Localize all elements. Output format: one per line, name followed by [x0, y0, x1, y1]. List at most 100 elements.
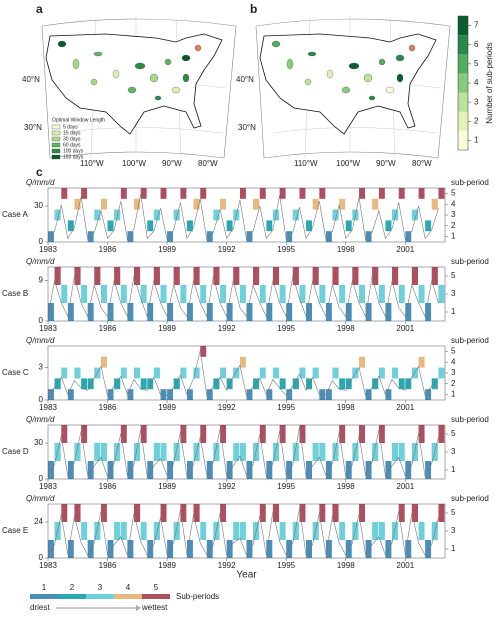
- subperiod-block: [246, 540, 253, 558]
- x-tick-label: 1989: [158, 245, 176, 254]
- subperiod-block: [67, 389, 74, 400]
- subperiod-block: [272, 443, 280, 461]
- colorbar-title: Number of sub-periods: [485, 42, 494, 123]
- subperiod-block: [220, 367, 227, 379]
- subperiod-block: [279, 425, 286, 443]
- subperiod-block: [67, 220, 74, 232]
- subperiod-block: [94, 443, 101, 461]
- subperiod-block: [133, 267, 141, 285]
- y2-tick-label: 2: [451, 379, 456, 388]
- x-tick-label: 1998: [337, 324, 355, 333]
- legend-swatch: [58, 594, 86, 599]
- subperiod-block: [120, 285, 127, 303]
- subperiod-block: [100, 356, 107, 368]
- subperiod-block: [378, 367, 385, 379]
- subperiod-block: [259, 188, 266, 199]
- subperiod-block: [266, 540, 273, 558]
- case-label: Case E: [2, 526, 28, 535]
- legend-arrowhead: [136, 605, 141, 611]
- subperiod-block: [272, 267, 280, 285]
- x-tick-label: 1983: [39, 245, 57, 254]
- subperiod-block: [418, 425, 425, 443]
- subperiod-block: [398, 504, 405, 522]
- case-label: Case B: [2, 289, 28, 298]
- subperiod-block: [233, 267, 240, 285]
- streamflow-line: [47, 193, 439, 241]
- subperiod-block: [120, 188, 127, 199]
- subperiod-block: [140, 522, 147, 540]
- subperiod-block: [299, 285, 306, 303]
- subperiod-block: [180, 367, 187, 379]
- subperiod-block: [233, 443, 240, 461]
- subperiod-block: [319, 443, 326, 461]
- x-tick-label: 1998: [337, 403, 355, 412]
- subperiod-block: [385, 389, 392, 400]
- subperiod-block: [147, 303, 154, 321]
- legend-swatch: [51, 148, 61, 154]
- y2-tick-label: 5: [451, 347, 456, 356]
- y2-tick-label: 3: [451, 447, 456, 456]
- subperiod-block: [167, 303, 174, 321]
- colorbar-tick-label: 7: [474, 21, 479, 30]
- subperiod-block: [279, 378, 286, 390]
- subperiod-block: [438, 425, 445, 443]
- subperiod-block: [405, 303, 412, 321]
- x-axis-title: Year: [236, 570, 257, 581]
- subperiod-block: [200, 346, 207, 357]
- subperiod-block: [140, 285, 147, 303]
- y2-tick-label: 3: [451, 368, 456, 377]
- subperiod-block: [239, 285, 246, 303]
- y2-tick-label: 3: [451, 289, 456, 298]
- x-tick-label: 1992: [218, 245, 236, 254]
- subperiod-block: [180, 504, 187, 522]
- subperiod-block: [87, 461, 94, 479]
- subperiod-block: [220, 504, 227, 522]
- subperiod-block: [173, 378, 180, 390]
- subperiod-block: [438, 367, 445, 379]
- colorbar-cell: [458, 111, 468, 131]
- y2-tick-label: 5: [451, 271, 456, 280]
- subperiod-block: [292, 209, 299, 221]
- subperiod-block: [425, 389, 432, 400]
- subperiod-block: [299, 504, 306, 522]
- y-tick-label: 0: [39, 237, 44, 246]
- colorbar-cell: [458, 92, 468, 112]
- y-tick-label: 0: [39, 395, 44, 404]
- subperiod-block: [365, 303, 372, 321]
- subperiod-block: [405, 540, 412, 558]
- subperiod-block: [140, 378, 147, 390]
- y2-tick-label: 4: [451, 357, 456, 366]
- subperiod-block: [299, 188, 306, 199]
- colorbar: 1 2 3 4 5 6 7 Number of sub-periods: [457, 15, 494, 151]
- subperiod-block: [345, 220, 352, 232]
- subperiod-block: [54, 267, 61, 285]
- y-axis-title: Q/mm/d: [26, 415, 55, 424]
- subperiod-block: [345, 303, 352, 321]
- subperiod-block: [352, 267, 359, 285]
- subperiod-block: [398, 188, 405, 199]
- y2-tick-label: 1: [451, 390, 456, 399]
- colorbar-cell: [458, 73, 468, 93]
- subperiod-block: [292, 267, 299, 285]
- subperiod-block: [147, 540, 154, 558]
- y2-tick-label: 1: [451, 544, 456, 553]
- subperiod-block: [319, 188, 326, 199]
- y-axis-title: Q/mm/d: [26, 178, 55, 187]
- subperiod-block: [87, 378, 94, 390]
- subperiod-block: [359, 504, 365, 522]
- subperiod-block: [279, 188, 286, 199]
- legend-swatch: [86, 594, 114, 599]
- legend-label: 3: [98, 583, 103, 592]
- subperiod-block: [180, 285, 187, 303]
- x-tick-label: 1986: [99, 403, 117, 412]
- legend-swatch: [142, 594, 170, 599]
- subperiod-block: [292, 522, 299, 540]
- subperiod-block: [398, 285, 405, 303]
- subperiod-block: [61, 188, 68, 199]
- subperiod-block: [239, 356, 246, 368]
- y-tick-label: 0: [39, 553, 44, 562]
- legend-label: 5 days: [63, 124, 78, 130]
